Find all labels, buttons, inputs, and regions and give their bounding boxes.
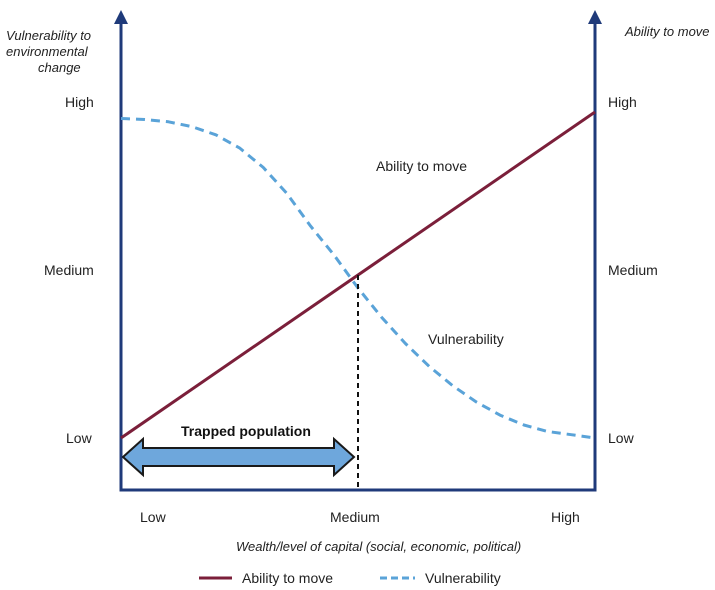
legend-label-vulnerability: Vulnerability [425,570,501,586]
axes [114,10,602,492]
y-left-tick-high: High [65,94,94,110]
left-axis-title-line-2: environmental [6,44,89,59]
y-left-tick-medium: Medium [44,262,94,278]
x-tick-low: Low [140,509,167,525]
trapped-population-label: Trapped population [181,423,311,439]
left-axis-title-line-1: Vulnerability to [6,28,91,43]
y-right-tick-low: Low [608,430,635,446]
y-left-tick-low: Low [66,430,93,446]
x-axis-label: Wealth/level of capital (social, economi… [236,539,521,554]
left-axis-arrowhead [114,10,128,24]
legend: Ability to move Vulnerability [199,570,501,586]
trapped-population-arrow [121,436,356,478]
right-axis-title: Ability to move [624,24,710,39]
x-tick-high: High [551,509,580,525]
vulnerability-annotation: Vulnerability [428,331,504,347]
left-axis-title-line-3: change [38,60,81,75]
x-tick-medium: Medium [330,509,380,525]
legend-label-ability: Ability to move [242,570,333,586]
right-axis-arrowhead [588,10,602,24]
ability-to-move-annotation: Ability to move [376,158,467,174]
y-right-tick-high: High [608,94,637,110]
y-right-tick-medium: Medium [608,262,658,278]
